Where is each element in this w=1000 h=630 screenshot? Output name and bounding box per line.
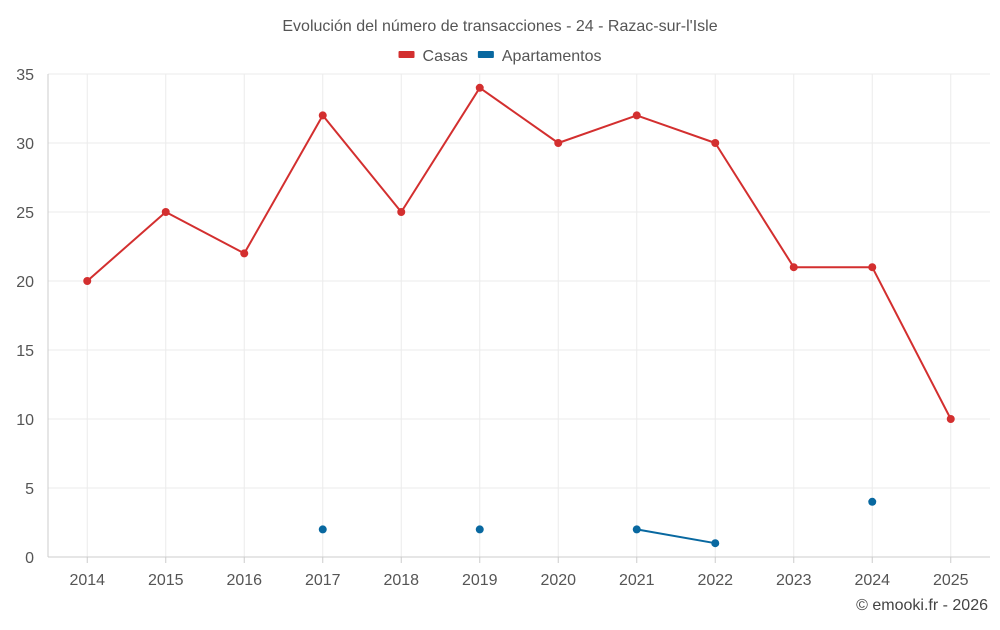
x-tick-label: 2022 xyxy=(697,572,733,589)
x-tick-label: 2024 xyxy=(854,572,890,589)
chart-title: Evolución del número de transacciones - … xyxy=(282,18,717,35)
legend-label-apartamentos: Apartamentos xyxy=(502,48,602,65)
series-line-casas xyxy=(86,86,952,420)
data-point-apartamentos xyxy=(475,525,484,534)
data-point-casas xyxy=(161,208,170,216)
x-tick-label: 2018 xyxy=(383,572,419,589)
x-tick-label: 2014 xyxy=(69,572,105,589)
credit-text: © emooki.fr - 2026 xyxy=(856,597,988,614)
y-tick-label: 35 xyxy=(16,67,34,84)
x-tick-label: 2019 xyxy=(462,572,498,589)
x-tick-label: 2021 xyxy=(619,572,655,589)
x-tick-label: 2016 xyxy=(226,572,262,589)
series xyxy=(83,83,955,548)
x-tick-label: 2017 xyxy=(305,572,341,589)
data-point-casas xyxy=(632,111,641,120)
data-point-apartamentos xyxy=(711,539,720,548)
data-point-casas xyxy=(240,249,249,258)
data-point-casas xyxy=(397,208,406,216)
y-tick-label: 0 xyxy=(25,550,34,567)
y-tick-label: 20 xyxy=(16,274,34,291)
data-point-casas xyxy=(711,139,720,147)
data-point-casas xyxy=(475,83,484,92)
x-tick-label: 2025 xyxy=(933,572,969,589)
y-tick-label: 25 xyxy=(16,205,34,222)
data-point-casas xyxy=(946,415,955,423)
data-point-casas xyxy=(83,277,92,285)
data-point-apartamentos xyxy=(318,525,327,534)
data-point-casas xyxy=(554,139,563,147)
legend-swatch-casas xyxy=(398,51,415,58)
x-tick-label: 2020 xyxy=(540,572,576,589)
legend-swatch-apartamentos xyxy=(477,51,494,58)
x-tick-label: 2023 xyxy=(776,572,812,589)
data-point-apartamentos xyxy=(632,525,641,534)
series-apartamentos xyxy=(318,497,877,548)
data-point-apartamentos xyxy=(868,497,877,506)
y-tick-label: 10 xyxy=(16,412,34,429)
data-point-casas xyxy=(318,111,327,120)
x-tick-label: 2015 xyxy=(148,572,184,589)
y-tick-label: 5 xyxy=(25,481,34,498)
series-casas xyxy=(83,83,955,423)
grid xyxy=(48,73,990,557)
data-point-casas xyxy=(868,263,877,272)
y-tick-label: 15 xyxy=(16,343,34,360)
data-point-casas xyxy=(789,263,798,272)
y-tick-label: 30 xyxy=(16,136,34,153)
legend: Casas Apartamentos xyxy=(398,48,602,65)
series-line-apartamentos xyxy=(636,528,716,545)
legend-label-casas: Casas xyxy=(423,48,468,65)
